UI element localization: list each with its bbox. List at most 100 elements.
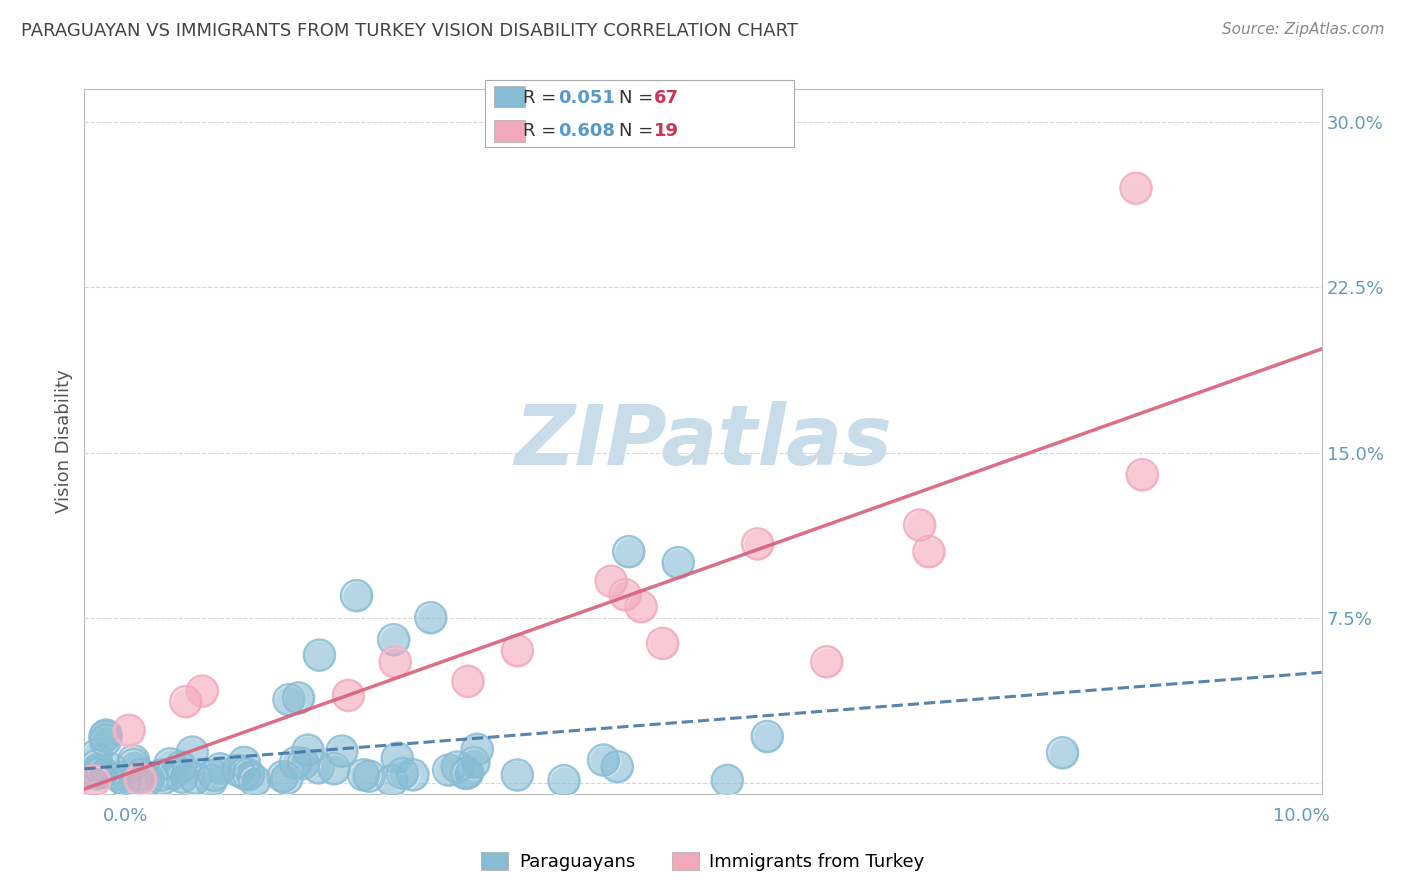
Point [308, 648, 330, 662]
Point [651, 636, 673, 650]
Text: 0.051: 0.051 [558, 89, 614, 107]
Point [170, 760, 193, 774]
Point [391, 766, 413, 780]
Point [174, 695, 197, 709]
Point [122, 757, 145, 772]
Point [756, 730, 779, 744]
Point [94, 733, 117, 747]
Point [86, 758, 108, 772]
Point [506, 644, 529, 658]
Point [271, 770, 294, 784]
Point [150, 768, 173, 782]
Point [359, 769, 381, 783]
Point [94, 733, 117, 747]
Point [278, 692, 301, 706]
Point [1125, 181, 1147, 195]
Point [1125, 181, 1147, 195]
Point [337, 689, 360, 703]
Point [346, 589, 368, 603]
Point [122, 754, 145, 768]
Point [159, 756, 181, 771]
Point [122, 754, 145, 768]
Point [122, 757, 145, 772]
Point [553, 773, 575, 788]
Point [330, 744, 353, 758]
Point [233, 766, 256, 780]
Point [446, 760, 468, 774]
Point [170, 760, 193, 774]
Point [129, 767, 152, 781]
Point [506, 768, 529, 782]
Point [209, 762, 232, 776]
Legend: Paraguayans, Immigrants from Turkey: Paraguayans, Immigrants from Turkey [474, 845, 932, 879]
Point [815, 655, 838, 669]
Point [129, 772, 152, 786]
Point [446, 760, 468, 774]
Point [209, 762, 232, 776]
Point [1130, 467, 1153, 482]
Point [359, 769, 381, 783]
Point [457, 674, 479, 689]
Point [184, 772, 207, 786]
Point [382, 632, 405, 647]
Point [382, 632, 405, 647]
Point [465, 742, 488, 756]
Point [297, 743, 319, 757]
Text: 0.0%: 0.0% [103, 807, 148, 825]
Text: 67: 67 [654, 89, 679, 107]
Point [437, 763, 460, 777]
Text: 19: 19 [654, 122, 679, 140]
Point [506, 644, 529, 658]
Point [138, 772, 160, 787]
Point [114, 773, 136, 788]
Point [86, 747, 108, 762]
Point [617, 544, 640, 558]
Point [159, 756, 181, 771]
Point [908, 518, 931, 533]
Point [592, 753, 614, 767]
Point [100, 762, 122, 776]
Point [323, 762, 346, 776]
Point [454, 766, 477, 780]
Point [96, 728, 118, 742]
Point [630, 599, 652, 614]
Point [150, 768, 173, 782]
Point [114, 773, 136, 788]
Text: R =: R = [523, 122, 562, 140]
Point [297, 743, 319, 757]
Point [506, 768, 529, 782]
Point [184, 772, 207, 786]
Point [191, 684, 214, 698]
Point [200, 773, 222, 788]
Point [114, 773, 136, 788]
Point [160, 766, 183, 780]
Text: 10.0%: 10.0% [1274, 807, 1330, 825]
Point [457, 674, 479, 689]
Point [160, 766, 183, 780]
Point [271, 770, 294, 784]
Point [181, 745, 204, 759]
Point [174, 695, 197, 709]
Point [419, 611, 441, 625]
Point [226, 764, 249, 778]
Point [353, 768, 375, 782]
Point [337, 689, 360, 703]
Point [233, 766, 256, 780]
Point [118, 723, 141, 738]
Point [94, 729, 117, 743]
Point [1052, 746, 1074, 760]
Point [716, 773, 738, 788]
Point [747, 537, 769, 551]
Point [86, 764, 108, 778]
Point [666, 556, 689, 570]
Point [1052, 746, 1074, 760]
Point [918, 544, 941, 558]
Point [454, 766, 477, 780]
Point [606, 760, 628, 774]
Point [419, 611, 441, 625]
Point [716, 773, 738, 788]
Point [129, 767, 152, 781]
Point [353, 768, 375, 782]
Point [110, 771, 132, 785]
Point [463, 756, 485, 770]
